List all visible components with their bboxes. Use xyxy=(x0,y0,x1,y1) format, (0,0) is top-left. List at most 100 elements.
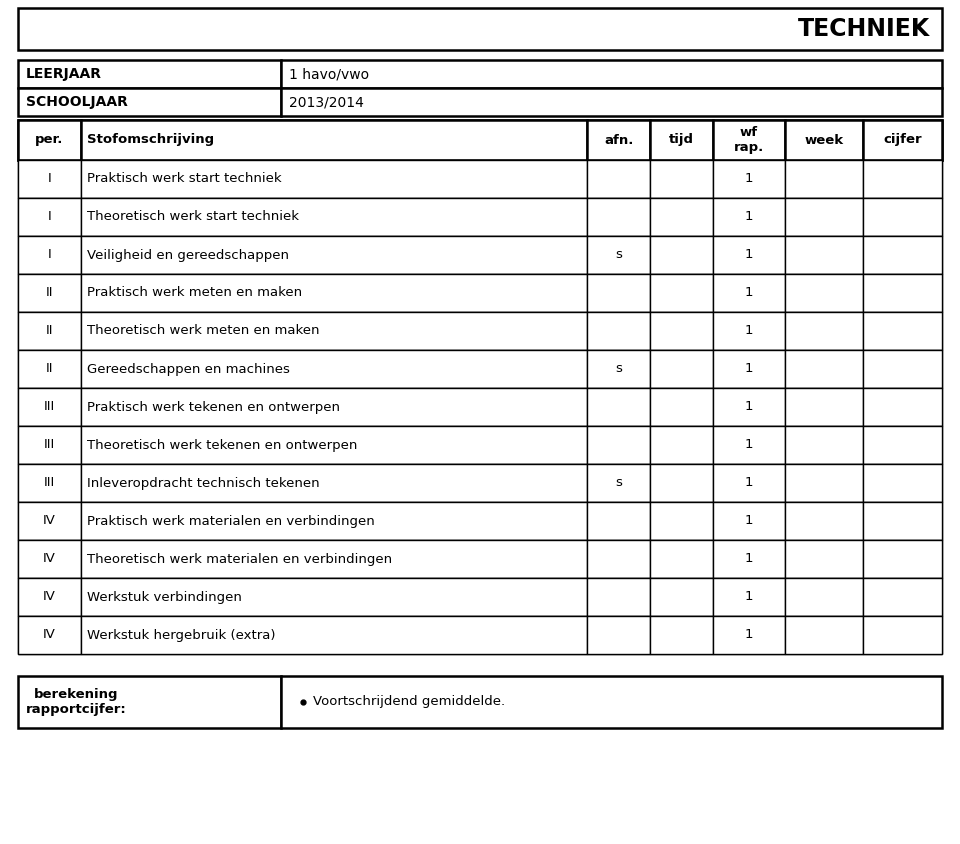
Bar xyxy=(863,578,942,616)
Bar xyxy=(18,388,81,426)
Bar xyxy=(81,426,588,464)
Bar xyxy=(588,350,650,388)
Text: 1: 1 xyxy=(745,439,754,452)
Text: 1: 1 xyxy=(745,591,754,603)
Text: Gereedschappen en machines: Gereedschappen en machines xyxy=(86,363,290,376)
Text: III: III xyxy=(44,401,55,414)
Bar xyxy=(863,350,942,388)
Bar xyxy=(588,274,650,312)
Bar xyxy=(713,350,785,388)
Bar xyxy=(81,198,588,236)
Bar xyxy=(863,236,942,274)
Text: III: III xyxy=(44,477,55,490)
Bar xyxy=(650,312,713,350)
Bar xyxy=(650,198,713,236)
Bar xyxy=(785,198,863,236)
Bar xyxy=(18,464,81,502)
Bar xyxy=(785,350,863,388)
Bar xyxy=(81,388,588,426)
Bar xyxy=(18,160,942,198)
Bar xyxy=(785,120,863,160)
Bar xyxy=(281,676,942,728)
Bar xyxy=(713,388,785,426)
Text: 1: 1 xyxy=(745,286,754,300)
Bar xyxy=(588,502,650,540)
Bar xyxy=(713,120,785,160)
Bar xyxy=(18,676,281,728)
Text: per.: per. xyxy=(36,133,63,147)
Bar xyxy=(650,160,713,198)
Bar xyxy=(713,312,785,350)
Bar xyxy=(81,160,588,198)
Bar xyxy=(18,236,942,274)
Bar xyxy=(18,274,942,312)
Bar xyxy=(81,350,588,388)
Bar xyxy=(18,578,942,616)
Bar xyxy=(18,60,281,88)
Text: Theoretisch werk tekenen en ontwerpen: Theoretisch werk tekenen en ontwerpen xyxy=(86,439,357,452)
Text: Theoretisch werk meten en maken: Theoretisch werk meten en maken xyxy=(86,324,320,338)
Text: I: I xyxy=(48,172,51,186)
Bar xyxy=(18,616,942,654)
Text: cijfer: cijfer xyxy=(883,133,922,147)
Bar xyxy=(81,274,588,312)
Text: Werkstuk hergebruik (extra): Werkstuk hergebruik (extra) xyxy=(86,629,276,641)
Bar xyxy=(785,464,863,502)
Text: TECHNIEK: TECHNIEK xyxy=(798,17,930,41)
Bar xyxy=(18,198,942,236)
Bar xyxy=(81,502,588,540)
Bar xyxy=(588,578,650,616)
Bar xyxy=(785,426,863,464)
Text: s: s xyxy=(615,477,622,490)
Bar xyxy=(588,464,650,502)
Bar xyxy=(18,616,81,654)
Bar xyxy=(18,388,942,426)
Text: s: s xyxy=(615,363,622,376)
Bar xyxy=(713,540,785,578)
Bar xyxy=(785,236,863,274)
Bar xyxy=(785,312,863,350)
Bar xyxy=(18,88,281,116)
Bar xyxy=(18,502,942,540)
Text: Theoretisch werk materialen en verbindingen: Theoretisch werk materialen en verbindin… xyxy=(86,553,392,565)
Bar xyxy=(18,350,942,388)
Bar xyxy=(863,312,942,350)
Text: 2013/2014: 2013/2014 xyxy=(289,95,364,109)
Bar xyxy=(650,426,713,464)
Text: III: III xyxy=(44,439,55,452)
Text: II: II xyxy=(46,324,53,338)
Bar xyxy=(81,578,588,616)
Text: I: I xyxy=(48,210,51,224)
Bar xyxy=(588,540,650,578)
Bar xyxy=(18,540,942,578)
Bar xyxy=(713,616,785,654)
Bar xyxy=(18,426,942,464)
Bar xyxy=(650,120,713,160)
Bar xyxy=(18,160,81,198)
Bar xyxy=(650,616,713,654)
Text: Inleveropdracht technisch tekenen: Inleveropdracht technisch tekenen xyxy=(86,477,320,490)
Text: wf
rap.: wf rap. xyxy=(733,126,764,154)
Text: Voortschrijdend gemiddelde.: Voortschrijdend gemiddelde. xyxy=(313,695,506,708)
Bar xyxy=(713,236,785,274)
Bar xyxy=(713,578,785,616)
Bar xyxy=(650,350,713,388)
Text: 1: 1 xyxy=(745,401,754,414)
Text: II: II xyxy=(46,286,53,300)
Text: s: s xyxy=(615,248,622,262)
Bar xyxy=(650,502,713,540)
Bar xyxy=(785,578,863,616)
Bar xyxy=(18,236,81,274)
Text: 1: 1 xyxy=(745,553,754,565)
Text: Stofomschrijving: Stofomschrijving xyxy=(86,133,214,147)
Bar xyxy=(18,502,81,540)
Bar xyxy=(785,160,863,198)
Text: 1: 1 xyxy=(745,515,754,528)
Bar xyxy=(81,236,588,274)
Bar xyxy=(588,388,650,426)
Text: 1: 1 xyxy=(745,324,754,338)
Bar xyxy=(81,616,588,654)
Bar xyxy=(785,502,863,540)
Bar xyxy=(863,426,942,464)
Text: 1: 1 xyxy=(745,210,754,224)
